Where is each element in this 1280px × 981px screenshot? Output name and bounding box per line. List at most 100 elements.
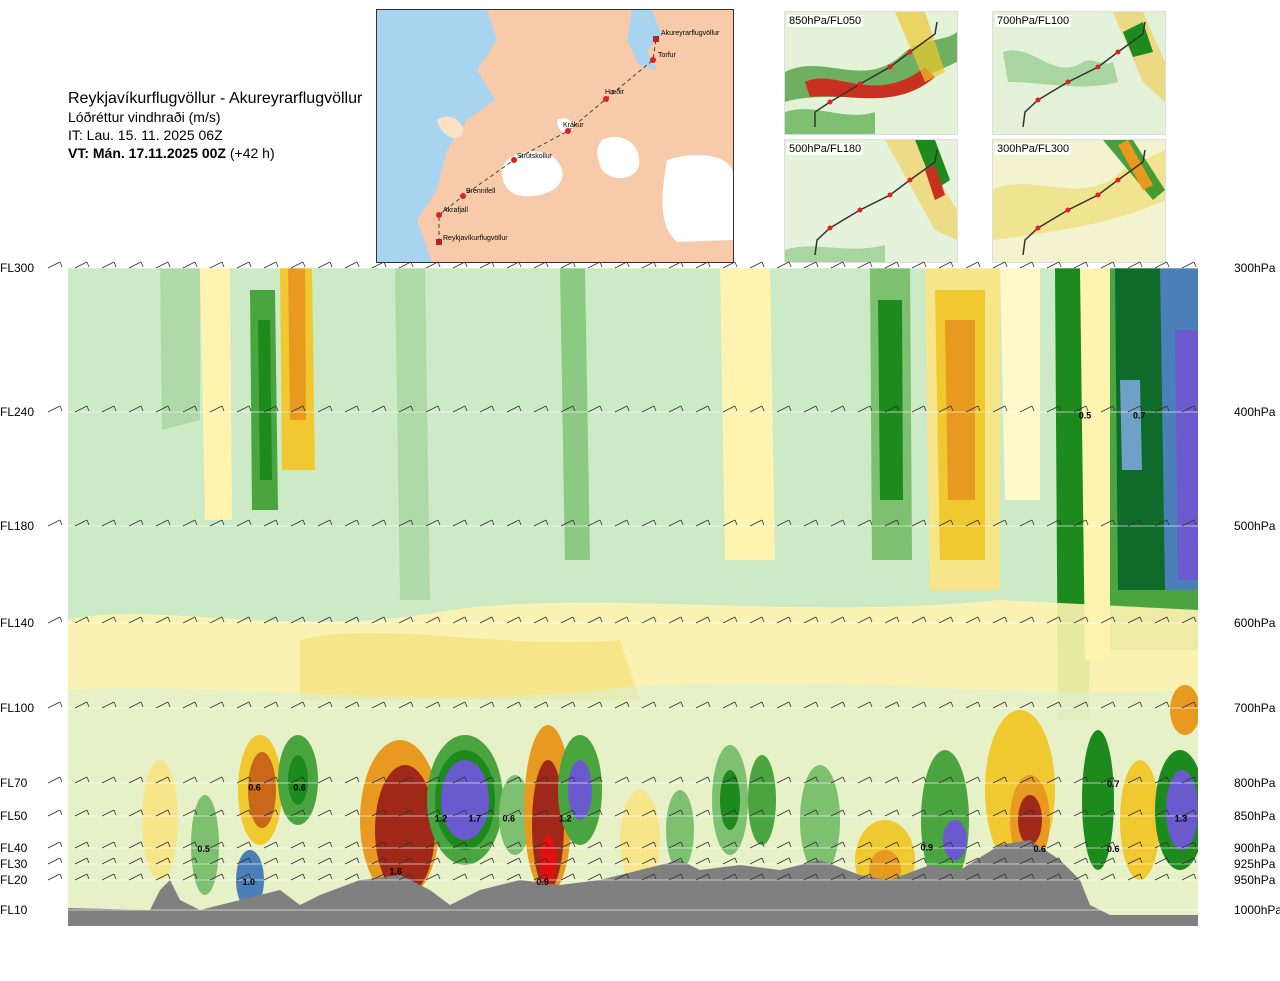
wind-barb [668,809,682,817]
wind-barb [290,809,304,817]
wind-barb-flag [599,809,603,816]
wind-barb [1127,841,1141,849]
right-axis-label: 700hPa [1234,701,1276,715]
wind-barb [479,776,493,784]
wind-barb-flag [1058,616,1062,623]
value-label: 1.3 [1175,813,1188,823]
wind-barb-flag [113,857,117,864]
mini-map-700: 700hPa/FL100 [992,11,1166,135]
wind-barb-flag [707,701,711,708]
wind-barb-flag [761,519,765,526]
wind-barb-flag [86,841,90,848]
wind-barb [398,616,412,624]
wind-barb-flag [1112,809,1116,816]
wind-barb [128,701,142,709]
wind-barb [506,616,520,624]
wind-barb [74,857,88,865]
wind-barb [803,261,817,269]
wind-barb-flag [140,519,144,526]
wind-barb [398,405,412,413]
wind-barb [1046,261,1060,269]
wind-barb [371,809,385,817]
wind-barb-flag [653,841,657,848]
mini-map-700-label: 700hPa/FL100 [995,15,1072,27]
wind-barb [344,405,358,413]
wind-barb [641,701,655,709]
wind-barb-flag [1004,405,1008,412]
wind-barb [1019,873,1033,881]
wind-barb [965,873,979,881]
wind-barb [425,776,439,784]
wind-barb [1073,261,1087,269]
wind-barb [722,701,736,709]
wind-barb-flag [1031,261,1035,268]
wind-barb [1181,261,1195,269]
wind-barb-flag [86,261,90,268]
wind-barb [479,873,493,881]
wind-barb-flag [491,857,495,864]
wind-barb [830,873,844,881]
wind-barb-flag [113,776,117,783]
wind-barb-flag [1139,519,1143,526]
wind-barb-flag [734,519,738,526]
value-label: 1.0 [243,877,256,887]
wind-barb [776,261,790,269]
wind-barb-flag [1112,519,1116,526]
value-label: 0.5 [197,844,210,854]
wind-barb-flag [707,809,711,816]
wind-barb [587,809,601,817]
wind-barb-flag [329,616,333,623]
wind-barb-flag [410,841,414,848]
wind-barb [371,701,385,709]
wind-barb [1181,809,1195,817]
wind-barb-flag [950,809,954,816]
wind-barb [155,701,169,709]
mini-map-850-label: 850hPa/FL050 [787,15,864,27]
wind-barb-flag [518,261,522,268]
wind-barb-flag [680,261,684,268]
wind-barb [911,841,925,849]
wind-barb-flag [491,809,495,816]
wind-barb [1046,809,1060,817]
wind-barb-flag [707,776,711,783]
wind-barb-flag [383,873,387,880]
wind-barb-flag [977,405,981,412]
wind-barb [101,519,115,527]
wind-barb-flag [221,616,225,623]
map-label-haedir: Hæðir [605,88,625,96]
wind-barb [452,841,466,849]
wind-barb-flag [626,809,630,816]
wind-barb [74,809,88,817]
wind-barb [263,405,277,413]
wind-barb [1073,519,1087,527]
wind-barb-flag [923,701,927,708]
mini-map-700-svg [993,12,1165,134]
wind-barb [1019,809,1033,817]
wind-barb [1154,616,1168,624]
wind-barb [992,857,1006,865]
wind-barb-flag [464,873,468,880]
wind-barb-flag [977,776,981,783]
wind-barb [182,261,196,269]
wind-barb [398,873,412,881]
wind-barb [641,873,655,881]
map-label-akrafjall: Akrafjall [443,207,468,214]
wind-barb-flag [140,809,144,816]
wind-barb [1127,405,1141,413]
wind-barb-flag [869,776,873,783]
wind-barb [263,616,277,624]
wind-barb [911,261,925,269]
wind-barb [776,519,790,527]
map-label-krakur: Krákur [563,122,584,129]
wind-barb-flag [248,701,252,708]
wind-barb [1154,776,1168,784]
wind-barb [884,701,898,709]
wind-barb [722,873,736,881]
wind-barb-flag [410,519,414,526]
map-label-reykjavik: Reykjavíkurflugvöllur [443,235,508,242]
wind-barb-flag [707,519,711,526]
wind-barb-flag [437,405,441,412]
wind-barb [1019,616,1033,624]
wind-barb-flag [113,809,117,816]
wind-barb-flag [842,809,846,816]
